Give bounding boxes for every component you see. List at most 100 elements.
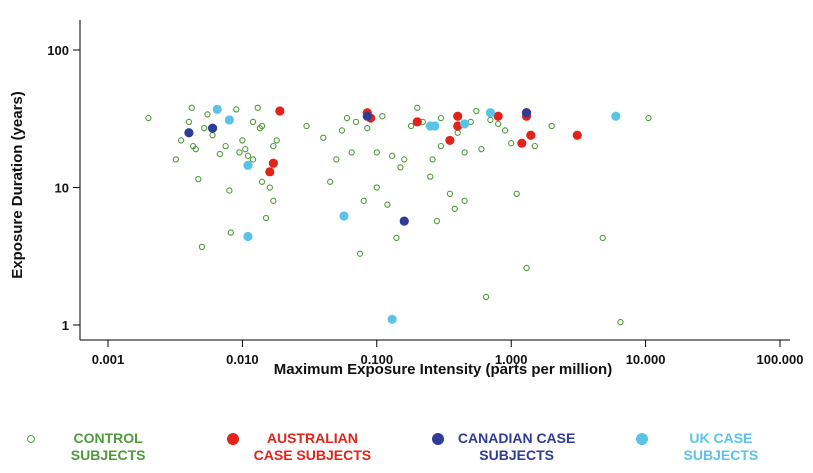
data-point	[356, 250, 364, 257]
data-point	[459, 119, 470, 129]
data-point	[303, 122, 310, 130]
y-tick-label: 1	[62, 318, 69, 333]
data-point	[531, 142, 539, 150]
data-point	[393, 234, 400, 242]
data-point	[521, 108, 532, 118]
data-point	[501, 127, 509, 134]
data-point	[399, 216, 409, 226]
data-point	[548, 122, 555, 130]
data-point	[364, 125, 371, 132]
data-point	[523, 264, 530, 272]
data-point	[209, 132, 216, 139]
data-point	[185, 118, 193, 126]
data-point	[473, 107, 480, 115]
data-point	[145, 114, 152, 122]
data-point	[258, 122, 266, 130]
data-point	[222, 142, 229, 150]
data-point	[478, 146, 485, 153]
data-point	[388, 152, 396, 159]
data-point	[262, 214, 270, 222]
data-point	[227, 229, 234, 236]
data-point	[172, 156, 180, 163]
data-point	[429, 156, 436, 163]
x-tick-label: 1.000	[495, 352, 528, 367]
data-point	[201, 125, 208, 132]
data-point	[243, 160, 253, 170]
data-point	[212, 104, 222, 114]
data-point	[611, 111, 621, 121]
data-point	[320, 134, 327, 141]
data-point	[617, 318, 624, 326]
data-point	[188, 104, 195, 111]
data-point	[204, 111, 211, 118]
data-point	[327, 178, 334, 185]
data-point	[482, 293, 490, 301]
legend-swatch	[635, 433, 648, 445]
data-point	[338, 127, 346, 134]
data-point	[461, 197, 468, 204]
data-point	[249, 156, 257, 163]
data-point	[437, 114, 445, 122]
y-tick-label: 100	[47, 43, 69, 58]
data-point	[414, 104, 421, 111]
legend-label: UK CASE SUBJECTS	[683, 430, 759, 463]
data-point	[258, 178, 266, 185]
legend-item: UK CASE SUBJECTS	[635, 430, 786, 473]
data-point	[254, 104, 261, 111]
data-point	[270, 197, 277, 204]
data-point	[451, 205, 458, 212]
data-point	[348, 149, 355, 156]
data-point	[239, 137, 246, 144]
data-point	[407, 122, 415, 130]
data-point	[265, 167, 275, 177]
data-point	[645, 114, 652, 122]
data-point	[360, 197, 367, 204]
data-point	[572, 130, 582, 140]
data-point	[226, 187, 233, 194]
data-point	[454, 129, 461, 136]
legend-swatch	[227, 433, 240, 445]
data-point	[433, 217, 441, 225]
data-point	[275, 106, 285, 116]
data-point	[195, 176, 202, 183]
data-point	[495, 120, 502, 128]
data-point	[384, 201, 391, 208]
data-point	[427, 173, 434, 180]
data-point	[373, 149, 380, 156]
legend-swatch	[431, 433, 444, 445]
data-point	[485, 108, 495, 118]
data-point	[184, 128, 194, 138]
data-point	[177, 137, 185, 144]
data-point	[508, 140, 515, 147]
data-point	[236, 149, 243, 156]
data-point	[339, 211, 349, 221]
data-point	[243, 231, 253, 242]
data-point	[446, 190, 454, 197]
x-axis-title: Maximum Exposure Intensity (parts per mi…	[274, 361, 612, 378]
legend-label: AUSTRALIAN CASE SUBJECTS	[253, 430, 372, 463]
legend-swatch	[27, 435, 36, 443]
data-point	[207, 123, 218, 133]
x-tick-label: 100.000	[757, 352, 804, 367]
legend-label: CANADIAN CASE SUBJECTS	[457, 430, 576, 463]
legend-item: AUSTRALIAN CASE SUBJECTS	[227, 430, 377, 473]
data-point	[198, 243, 206, 251]
data-point	[401, 156, 408, 163]
data-point	[487, 116, 494, 124]
data-point	[233, 106, 240, 113]
chart: Maximum Exposure Intensity (parts per mi…	[9, 20, 804, 378]
data-point	[430, 121, 440, 131]
x-tick-label: 0.010	[226, 352, 259, 367]
data-point	[266, 184, 273, 191]
data-point	[526, 130, 536, 140]
data-point	[224, 115, 234, 125]
x-tick-label: 10.000	[626, 352, 666, 367]
data-point	[249, 118, 257, 126]
data-point	[270, 142, 277, 150]
data-point	[268, 158, 278, 168]
data-point	[379, 113, 386, 120]
data-point	[493, 111, 503, 121]
data-point	[242, 146, 249, 153]
legend-item: CONTROL SUBJECTS	[27, 430, 173, 473]
